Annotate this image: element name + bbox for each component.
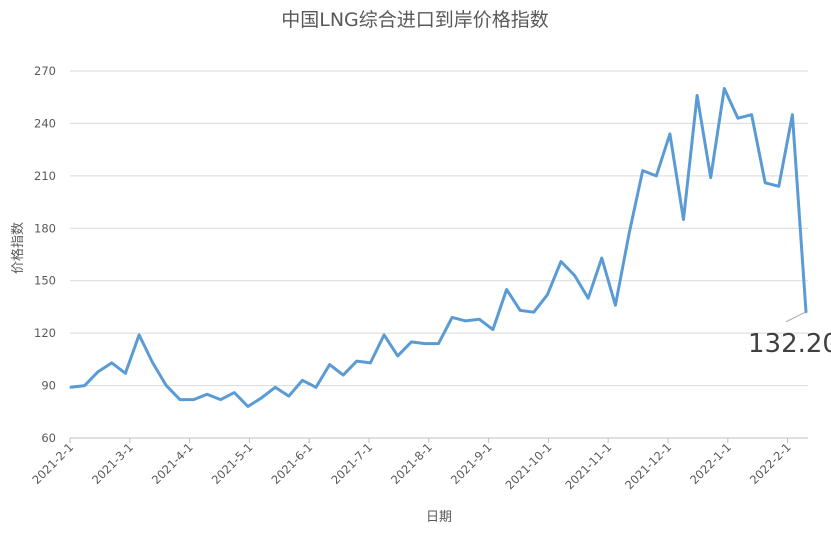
x-tick-label: 2021-6-1 — [269, 440, 316, 487]
x-tick-label: 2021-9-1 — [448, 440, 495, 487]
y-axis-label: 价格指数 — [10, 222, 26, 274]
x-tick-label: 2021-7-1 — [328, 440, 375, 487]
x-axis-ticks: 2021-2-1 2021-3-1 2021-4-1 2021-5-1 2021-6-1… — [29, 438, 794, 492]
gridlines — [70, 70, 808, 387]
y-tick-label: 60 — [41, 431, 56, 445]
x-tick-label: 2021-10-1 — [503, 440, 555, 492]
y-tick-label: 180 — [34, 221, 56, 235]
chart-title: 中国LNG综合进口到岸价格指数 — [281, 9, 549, 31]
x-axis-label: 日期 — [426, 510, 452, 525]
x-tick-label: 2022-1-1 — [687, 440, 734, 487]
x-tick-label: 2021-2-1 — [29, 440, 76, 487]
x-tick-label: 2021-11-1 — [562, 440, 614, 492]
y-tick-label: 150 — [34, 274, 56, 288]
x-tick-label: 2021-12-1 — [622, 440, 674, 492]
series-line — [69, 87, 808, 408]
y-axis-ticks: 60 90 120 150 180 210 240 270 — [34, 64, 56, 445]
x-tick-label: 2021-4-1 — [149, 440, 196, 487]
annotation-leader-line — [785, 311, 807, 323]
x-tick-label: 2021-8-1 — [388, 440, 435, 487]
y-tick-label: 270 — [34, 64, 56, 78]
y-tick-label: 240 — [34, 116, 56, 130]
x-tick-label: 2021-3-1 — [89, 440, 136, 487]
y-tick-label: 120 — [34, 326, 56, 340]
annotation-value-label: 132.20 — [748, 329, 831, 359]
x-tick-label: 2022-2-1 — [747, 440, 794, 487]
y-tick-label: 90 — [41, 379, 56, 393]
x-tick-label: 2021-5-1 — [209, 440, 256, 487]
y-tick-label: 210 — [34, 169, 56, 183]
